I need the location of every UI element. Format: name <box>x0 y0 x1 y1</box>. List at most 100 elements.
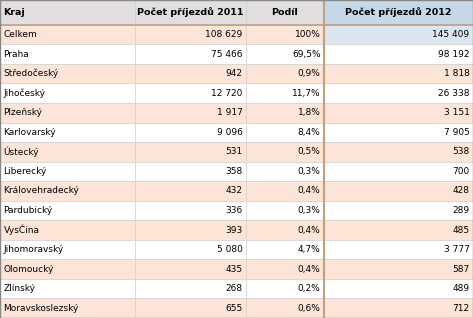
Bar <box>135 142 246 162</box>
Bar <box>135 220 246 240</box>
Bar <box>0 181 135 201</box>
Text: Praha: Praha <box>3 50 29 59</box>
Bar <box>246 84 324 103</box>
Text: 336: 336 <box>225 206 243 215</box>
Bar <box>0 259 135 279</box>
Bar <box>135 0 246 25</box>
Text: 712: 712 <box>452 304 470 313</box>
Bar <box>135 279 246 299</box>
Text: 3 777: 3 777 <box>444 245 470 254</box>
Bar <box>0 122 135 142</box>
Text: 9 096: 9 096 <box>217 128 243 137</box>
Bar <box>135 45 246 64</box>
Bar <box>324 103 473 122</box>
Text: 587: 587 <box>452 265 470 274</box>
Text: 11,7%: 11,7% <box>292 89 321 98</box>
Bar <box>324 240 473 259</box>
Text: 69,5%: 69,5% <box>292 50 321 59</box>
Text: Ústecký: Ústecký <box>3 147 39 157</box>
Bar <box>246 240 324 259</box>
Bar <box>246 103 324 122</box>
Bar <box>135 299 246 318</box>
Text: 0,3%: 0,3% <box>298 167 321 176</box>
Bar <box>135 162 246 181</box>
Text: Kraj: Kraj <box>3 8 25 17</box>
Text: 0,4%: 0,4% <box>298 265 321 274</box>
Bar <box>324 162 473 181</box>
Bar <box>246 162 324 181</box>
Bar <box>135 64 246 83</box>
Bar <box>324 122 473 142</box>
Bar <box>324 299 473 318</box>
Bar <box>246 0 324 25</box>
Bar <box>0 84 135 103</box>
Bar <box>135 122 246 142</box>
Text: 942: 942 <box>226 69 243 78</box>
Bar <box>0 162 135 181</box>
Bar <box>0 25 135 45</box>
Text: 655: 655 <box>225 304 243 313</box>
Bar <box>324 259 473 279</box>
Text: 289: 289 <box>452 206 470 215</box>
Bar <box>0 201 135 220</box>
Text: 3 151: 3 151 <box>444 108 470 117</box>
Bar <box>135 240 246 259</box>
Text: 432: 432 <box>226 186 243 196</box>
Text: Podíl: Podíl <box>272 8 298 17</box>
Bar <box>135 103 246 122</box>
Bar <box>324 220 473 240</box>
Text: 0,5%: 0,5% <box>298 147 321 156</box>
Text: 5 080: 5 080 <box>217 245 243 254</box>
Text: 1 818: 1 818 <box>444 69 470 78</box>
Text: 75 466: 75 466 <box>211 50 243 59</box>
Text: 531: 531 <box>225 147 243 156</box>
Bar <box>0 240 135 259</box>
Text: 393: 393 <box>225 225 243 235</box>
Text: Středočeský: Středočeský <box>3 69 59 79</box>
Bar <box>135 201 246 220</box>
Bar <box>246 201 324 220</box>
Bar <box>0 64 135 83</box>
Text: 98 192: 98 192 <box>438 50 470 59</box>
Bar <box>324 181 473 201</box>
Bar <box>0 0 135 25</box>
Bar <box>0 103 135 122</box>
Text: 700: 700 <box>452 167 470 176</box>
Bar <box>135 84 246 103</box>
Text: Plzeňský: Plzeňský <box>3 108 43 117</box>
Text: VysČina: VysČina <box>3 225 40 235</box>
Bar <box>246 220 324 240</box>
Bar <box>246 45 324 64</box>
Bar <box>135 259 246 279</box>
Bar <box>246 279 324 299</box>
Text: 0,4%: 0,4% <box>298 225 321 235</box>
Text: 145 409: 145 409 <box>432 30 470 39</box>
Bar <box>246 259 324 279</box>
Text: 538: 538 <box>452 147 470 156</box>
Text: 4,7%: 4,7% <box>298 245 321 254</box>
Text: Počet příjezdů 2012: Počet příjezdů 2012 <box>345 7 452 17</box>
Bar <box>135 25 246 45</box>
Bar <box>246 122 324 142</box>
Bar <box>246 299 324 318</box>
Bar <box>324 25 473 45</box>
Text: 268: 268 <box>225 284 243 293</box>
Text: 0,4%: 0,4% <box>298 186 321 196</box>
Text: 0,3%: 0,3% <box>298 206 321 215</box>
Text: Zlínský: Zlínský <box>3 284 35 293</box>
Bar <box>246 142 324 162</box>
Bar <box>0 279 135 299</box>
Text: 358: 358 <box>225 167 243 176</box>
Text: Jihomoravský: Jihomoravský <box>3 245 64 254</box>
Bar <box>324 84 473 103</box>
Text: 108 629: 108 629 <box>205 30 243 39</box>
Bar <box>324 45 473 64</box>
Text: Královehradecký: Královehradecký <box>3 186 79 196</box>
Bar <box>0 220 135 240</box>
Bar <box>135 181 246 201</box>
Bar <box>324 0 473 25</box>
Bar <box>246 64 324 83</box>
Text: 0,9%: 0,9% <box>298 69 321 78</box>
Bar <box>324 142 473 162</box>
Text: Liberecký: Liberecký <box>3 167 47 176</box>
